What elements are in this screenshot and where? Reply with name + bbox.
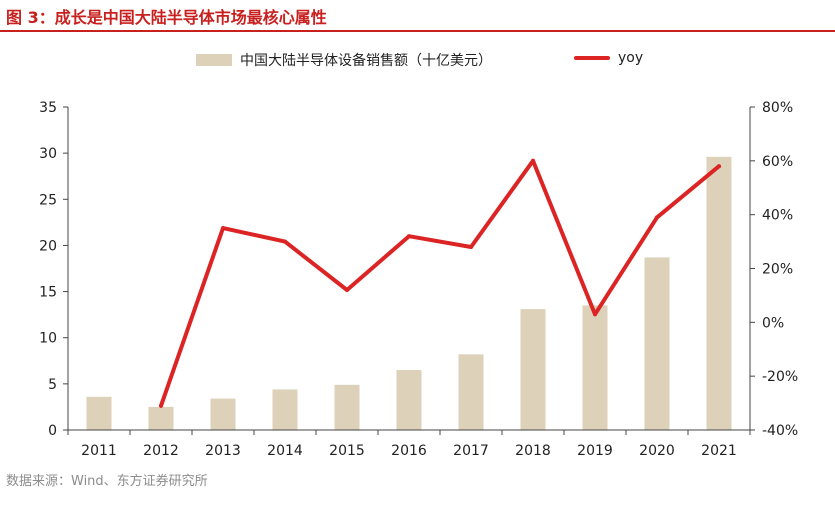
x-tick-label: 2017 — [453, 443, 489, 459]
left-tick-label: 25 — [39, 192, 57, 208]
yoy-point-2019 — [593, 312, 597, 317]
legend-item-bar: 中国大陆半导体设备销售额（十亿美元） — [196, 50, 492, 70]
legend-label-bar: 中国大陆半导体设备销售额（十亿美元） — [240, 53, 492, 69]
legend-item-line: yoy — [574, 50, 643, 66]
left-tick-label: 0 — [48, 423, 57, 439]
x-tick-label: 2015 — [329, 443, 365, 459]
bar-2016 — [396, 370, 422, 430]
chart-legend: 中国大陆半导体设备销售额（十亿美元） yoy — [0, 50, 835, 72]
x-tick-label: 2021 — [701, 443, 737, 459]
x-tick-label: 2018 — [515, 443, 551, 459]
right-tick-label: -40% — [762, 423, 798, 439]
yoy-point-2014 — [283, 239, 287, 244]
yoy-point-2018 — [531, 158, 535, 163]
title-divider — [0, 30, 835, 32]
bar-2012 — [148, 406, 174, 430]
figure-title: 图 3：成长是中国大陆半导体市场最核心属性 — [6, 8, 327, 27]
right-tick-label: 20% — [762, 262, 793, 278]
right-tick-label: 60% — [762, 154, 793, 170]
legend-swatch-line — [574, 56, 610, 60]
bar-2015 — [334, 384, 360, 430]
source-note: 数据来源：Wind、东方证券研究所 — [6, 474, 208, 489]
left-tick-label: 20 — [39, 238, 57, 254]
left-tick-label: 30 — [39, 146, 57, 162]
yoy-point-2020 — [655, 215, 659, 220]
left-tick-label: 35 — [39, 100, 57, 116]
yoy-point-2017 — [469, 245, 473, 249]
legend-label-line: yoy — [618, 50, 644, 66]
yoy-point-2021 — [717, 164, 721, 169]
yoy-line — [159, 158, 721, 408]
yoy-point-2013 — [221, 226, 225, 231]
right-tick-label: 40% — [762, 208, 793, 224]
legend-swatch-bar — [196, 54, 232, 66]
x-tick-label: 2011 — [81, 443, 117, 459]
left-tick-label: 10 — [39, 331, 57, 347]
x-tick-label: 2020 — [639, 443, 675, 459]
x-tick-label: 2012 — [143, 443, 179, 459]
yoy-point-2015 — [345, 288, 349, 292]
left-tick-label: 5 — [48, 377, 57, 393]
bar-2018 — [520, 309, 546, 430]
x-tick-label: 2014 — [267, 443, 303, 459]
x-tick-label: 2016 — [391, 443, 427, 459]
bar-2011 — [86, 396, 112, 430]
right-tick-label: -20% — [762, 369, 798, 385]
bar-2017 — [458, 354, 484, 430]
x-tick-label: 2013 — [205, 443, 241, 459]
bar-2021 — [706, 156, 732, 431]
combo-chart: 0 5 10 15 20 25 30 35 -40% -20% 0% 20% 40% 60% 80% 2011… — [39, 100, 798, 459]
right-tick-label: 80% — [762, 100, 793, 116]
left-tick-label: 15 — [39, 285, 57, 301]
right-tick-label: 0% — [762, 315, 784, 331]
bar-2014 — [272, 389, 298, 430]
yoy-point-2016 — [407, 234, 411, 239]
yoy-point-2012 — [159, 403, 163, 408]
bar-2020 — [644, 257, 670, 430]
bar-2019 — [582, 305, 608, 430]
x-tick-label: 2019 — [577, 443, 613, 459]
bar-2013 — [210, 398, 236, 430]
